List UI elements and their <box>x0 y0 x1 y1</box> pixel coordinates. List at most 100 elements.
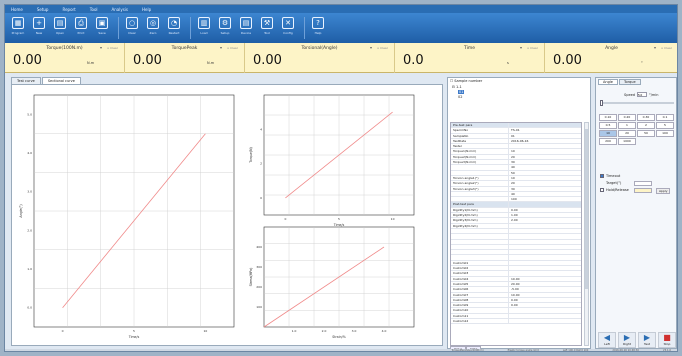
table-row[interactable]: SpecimNo TS-01 <box>451 128 581 134</box>
param-value[interactable]: 40 <box>511 191 515 196</box>
right-button[interactable]: ▶ Right <box>618 332 636 348</box>
menu-item-5[interactable]: Help <box>142 6 152 12</box>
param-value[interactable]: 20 <box>511 154 515 159</box>
chevron-down-icon[interactable]: ▾ <box>519 45 522 50</box>
param-value[interactable]: 100 <box>511 197 517 202</box>
param-value[interactable]: 50 <box>511 170 515 175</box>
table-row[interactable]: Rigidity2(N.mm) 1.00 <box>451 213 581 219</box>
table-row[interactable]: Torque3(N.mm) 30 <box>451 160 581 166</box>
param-value[interactable]: 2016-06-16 <box>511 138 529 143</box>
menu-item-1[interactable]: Setup <box>36 6 49 12</box>
param-value[interactable]: 2.00 <box>511 218 518 223</box>
clear-button[interactable]: ▫ Clear <box>661 46 672 50</box>
ribbon-button-setup[interactable]: ⚙ Setup <box>216 17 234 41</box>
ribbon-button-load[interactable]: ▥ Load <box>195 17 213 41</box>
table-row[interactable]: Pre-test para <box>451 123 581 129</box>
menu-item-2[interactable]: Report <box>62 6 76 12</box>
step-button[interactable]: 1000 <box>618 138 636 145</box>
table-row[interactable]: Torsion angle2(°) 20 <box>451 181 581 187</box>
param-value[interactable] <box>509 224 511 228</box>
table-row[interactable]: Torque2(N.mm) 20 <box>451 154 581 161</box>
param-value[interactable] <box>509 308 511 312</box>
tab-angle[interactable]: Angle <box>598 79 618 85</box>
table-row[interactable]: Custom02 <box>451 266 581 272</box>
tab-sectional-curve[interactable]: Sectional curve <box>41 77 81 84</box>
clear-button[interactable]: ▫ Clear <box>107 46 118 50</box>
ribbon-button-print[interactable]: ⎙ Print <box>72 17 90 41</box>
param-value[interactable]: 10 <box>511 175 515 180</box>
ribbon-button-open[interactable]: ▤ Open <box>51 17 69 41</box>
table-row[interactable]: Post-test para <box>451 202 581 208</box>
table-row[interactable] <box>451 234 581 240</box>
table-row[interactable]: Custom09 0.00 <box>451 303 581 309</box>
table-row[interactable]: 50 <box>451 170 581 176</box>
test-button[interactable]: ▶ Test <box>638 332 656 348</box>
param-value[interactable] <box>509 250 511 254</box>
param-value[interactable] <box>509 314 511 318</box>
checkbox-icon[interactable] <box>600 188 604 192</box>
step-button[interactable]: 2 <box>637 122 655 129</box>
table-row[interactable]: TestDate 2016-06-16 <box>451 138 581 145</box>
checkbox-icon[interactable]: ☐ <box>450 79 454 83</box>
step-button[interactable]: 0.5 <box>599 122 617 129</box>
step-button[interactable]: 20 <box>618 130 636 137</box>
table-row[interactable] <box>451 228 581 235</box>
table-scrollbar[interactable] <box>584 122 589 346</box>
param-value[interactable]: 10.00 <box>511 292 520 297</box>
menu-item-3[interactable]: Tool <box>89 6 98 12</box>
param-value[interactable] <box>509 245 511 249</box>
step-button[interactable]: 100 <box>656 130 674 137</box>
tree-node-root[interactable]: ⊟ 1-1 <box>452 85 462 89</box>
table-row[interactable]: Custom04 10.00 <box>451 276 581 282</box>
table-row[interactable] <box>451 255 581 261</box>
table-row[interactable]: Torsion angle3(°) 30 <box>451 186 581 192</box>
chevron-down-icon[interactable]: ▾ <box>653 45 656 50</box>
table-row[interactable]: Custom08 0.00 <box>451 297 581 304</box>
chevron-down-icon[interactable]: ▾ <box>369 45 372 50</box>
param-value[interactable]: 0.00 <box>511 207 518 212</box>
ribbon-button-device[interactable]: ▤ Device <box>237 17 255 41</box>
scrollbar-thumb[interactable] <box>585 129 588 289</box>
checkbox-icon[interactable] <box>600 174 604 178</box>
step-button[interactable]: 200 <box>599 138 617 145</box>
param-value[interactable] <box>509 255 511 259</box>
param-value[interactable]: 01 <box>511 133 515 138</box>
table-row[interactable]: Custom10 <box>451 308 581 314</box>
table-row[interactable]: SampleNo 01 <box>451 133 581 139</box>
ribbon-button-zero[interactable]: ◎ Zero <box>144 17 162 41</box>
clear-button[interactable]: ▫ Clear <box>377 46 388 50</box>
apply-button[interactable]: Apply <box>656 188 671 194</box>
table-row[interactable]: 100 <box>451 197 581 203</box>
step-button[interactable]: 0.1 <box>656 114 674 121</box>
param-value[interactable]: 20 <box>511 181 515 186</box>
step-button[interactable]: 1 <box>618 122 636 129</box>
target-input[interactable] <box>634 181 652 186</box>
menu-item-0[interactable]: Home <box>11 6 23 12</box>
param-value[interactable]: 10.00 <box>511 276 520 281</box>
table-row[interactable] <box>451 250 581 256</box>
speed-slider[interactable] <box>600 100 674 106</box>
tab-test-curve[interactable]: Test curve <box>11 77 41 84</box>
param-value[interactable]: 30 <box>511 160 515 165</box>
param-value[interactable]: 30 <box>511 186 515 191</box>
table-row[interactable]: Custom03 <box>451 271 581 277</box>
param-value[interactable] <box>509 229 511 233</box>
speed-input[interactable] <box>636 92 647 97</box>
param-value[interactable] <box>509 261 511 265</box>
param-value[interactable] <box>509 271 511 275</box>
tree-node-01[interactable]: 01 <box>452 90 465 95</box>
param-value[interactable] <box>509 319 511 323</box>
param-value[interactable]: 1.00 <box>511 213 518 218</box>
ribbon-button-clear[interactable]: ○ Clear <box>123 17 141 41</box>
param-value[interactable] <box>509 144 511 148</box>
table-row[interactable]: Custom01 <box>451 260 581 267</box>
ribbon-button-tool[interactable]: ⚒ Tool <box>258 17 276 41</box>
table-row[interactable]: Custom11 <box>451 313 581 319</box>
chevron-down-icon[interactable]: ▾ <box>219 45 222 50</box>
table-row[interactable]: Custom12 <box>451 318 581 325</box>
ribbon-button-help[interactable]: ? Help <box>309 17 327 41</box>
param-value[interactable]: 0.00 <box>511 303 518 308</box>
param-value[interactable] <box>509 234 511 238</box>
ribbon-button-config[interactable]: ✕ Config <box>279 17 297 41</box>
param-value[interactable]: 10 <box>511 149 515 154</box>
